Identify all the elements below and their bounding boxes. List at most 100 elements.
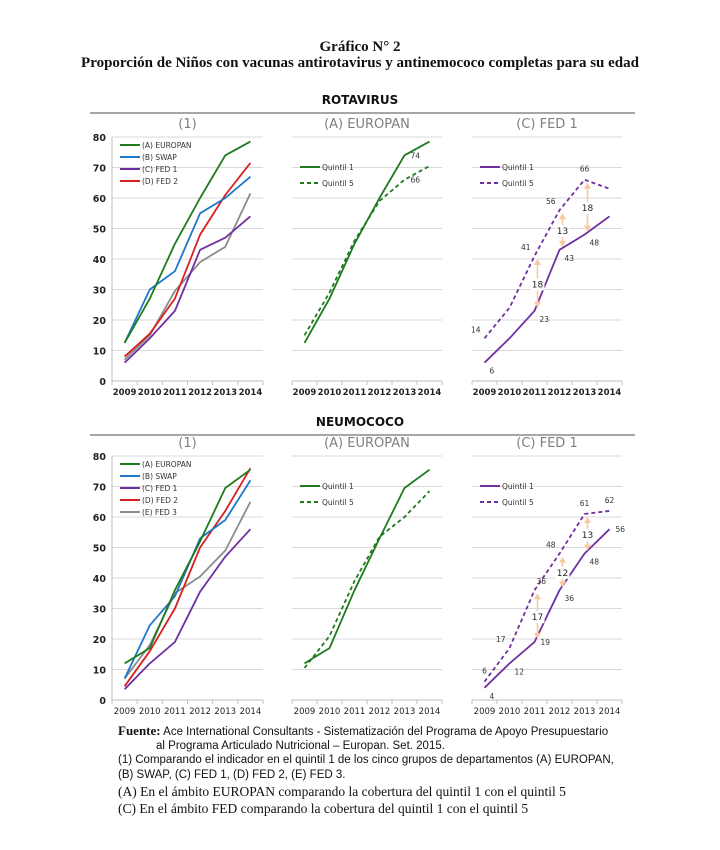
x-tick-label: 2013 [393,388,417,398]
gap-label-bg [555,225,570,238]
data-label: 12 [515,667,525,676]
series-line-a-europan [123,140,251,344]
x-tick-label: 2011 [524,707,546,717]
x-tick-label: 2012 [548,388,572,398]
x-tick-label: 2009 [293,388,317,398]
panel-title: (1) [178,117,196,132]
x-tick-label: 2011 [163,388,187,398]
x-tick-label: 2013 [394,707,416,717]
chart-panel-6: (C) FED 1 2009 2010 2011 2012 2013 2014 Quintil… [471,436,626,717]
gap-label-bg [555,566,570,579]
gap-label: 17 [532,613,543,623]
x-tick-label: 2011 [343,388,367,398]
gap-label: 18 [582,204,594,214]
y-tick-label: 60 [93,194,107,205]
note-1-line-2: (B) SWAP, (C) FED 1, (D) FED 2, (E) FED … [118,769,346,781]
gap-arrow-head-down [584,544,591,551]
series-line-quintil-1 [303,140,430,344]
legend-label: (A) EUROPAN [142,141,192,150]
x-tick-label: 2013 [214,707,236,717]
source-line: Fuente: Ace International Consultants - … [118,724,678,739]
series-line-quintil-5 [303,165,430,336]
x-tick-label: 2011 [164,707,186,717]
x-tick-label: 2013 [213,388,237,398]
x-tick-label: 2009 [114,707,136,717]
data-label: 48 [590,558,600,567]
gap-label: 13 [557,227,568,237]
data-label: 74 [411,151,421,160]
y-tick-label: 0 [99,696,106,707]
y-tick-label: 20 [93,635,107,646]
gap-arrow-head-up [559,556,566,563]
legend-label: (C) FED 1 [142,484,178,493]
y-tick-label: 40 [93,574,107,585]
section-title-neumococo: NEUMOCOCO [315,415,405,429]
note-a: (A) En el ámbito EUROPAN comparando la c… [118,784,566,799]
gap-arrow-head-down [584,225,591,232]
data-label: 23 [540,315,550,324]
data-label: 36 [537,577,547,586]
panel-title: (1) [178,436,196,451]
y-tick-label: 70 [93,164,107,175]
panel-title: (A) EUROPAN [324,117,410,132]
gap-arrow-head-up [584,516,591,523]
x-tick-label: 2014 [418,388,442,398]
legend: (A) EUROPAN (B) SWAP (C) FED 1 (D) FED 2 (E)… [120,460,192,517]
legend-label: Quintil 1 [322,163,354,172]
chart-panel-5: (A) EUROPAN 2009 2010 2011 2012 2013 2014 Quint… [291,436,443,717]
x-tick-label: 2014 [239,388,263,398]
gap-arrow-head-up [534,593,541,600]
footer-notes: Fuente: Ace International Consultants - … [118,724,678,817]
x-tick-label: 2013 [573,388,597,398]
data-label: 56 [616,525,626,534]
gap-label: 13 [582,531,593,541]
legend: Quintil 1 Quintil 5 [300,482,354,507]
x-tick-label: 2011 [344,707,366,717]
gap-arrow-head-up [584,182,591,189]
x-tick-label: 2009 [294,707,316,717]
chart-subtitle: Proporción de Niños con vacunas antirota… [81,55,639,71]
y-tick-label: 70 [93,483,107,494]
gap-arrow-head-down [534,301,541,308]
x-tick-label: 2012 [188,388,212,398]
series-line-quintil-5 [303,490,431,669]
y-tick-label: 80 [93,452,107,463]
gap-arrow-head-down [559,240,566,247]
legend-label: Quintil 5 [322,498,354,507]
chart-panel-4: (1) 2009 2010 2011 2012 2013 2014 0 10 20 30 40 50 60… [93,436,264,717]
series-line-c-fed-1 [123,215,251,364]
y-tick-label: 20 [93,316,107,327]
gap-arrow-head-up [534,258,541,265]
x-tick-label: 2014 [419,707,441,717]
x-tick-label: 2010 [318,388,342,398]
y-tick-label: 30 [93,605,107,616]
series-line-fed-3 [123,193,252,361]
legend-label: (B) SWAP [142,153,177,162]
legend-label: (C) FED 1 [142,165,178,174]
x-tick-label: 2010 [138,388,162,398]
panel-title: (A) EUROPAN [324,436,410,451]
data-label: 48 [590,239,600,248]
gap-label: 18 [532,280,544,290]
y-tick-label: 30 [93,286,107,297]
data-label: 17 [496,635,506,644]
y-tick-label: 50 [93,544,107,555]
x-tick-label: 2012 [369,707,391,717]
y-tick-label: 50 [93,225,107,236]
series-line-quintil-1 [304,468,431,665]
series-line-a-europan [124,468,251,665]
x-tick-label: 2014 [240,707,262,717]
section-divider-neumococo [90,434,635,436]
series-line-c-fed-1 [123,528,252,690]
y-tick-label: 0 [99,377,106,388]
section-divider-rotavirus [90,112,635,114]
data-label: 36 [565,594,575,603]
legend: (A) EUROPAN (B) SWAP (C) FED 1 (D) FED 2 [120,141,192,186]
data-label: 19 [541,638,551,647]
chart-panel-3: (C) FED 1 2009 2010 2011 2012 2013 2014 Quintil… [471,117,623,398]
gap-label-bg [580,528,595,541]
legend-label: (E) FED 3 [142,508,177,517]
series-line-d-fed-2 [123,162,252,358]
data-label: 6 [490,367,495,376]
